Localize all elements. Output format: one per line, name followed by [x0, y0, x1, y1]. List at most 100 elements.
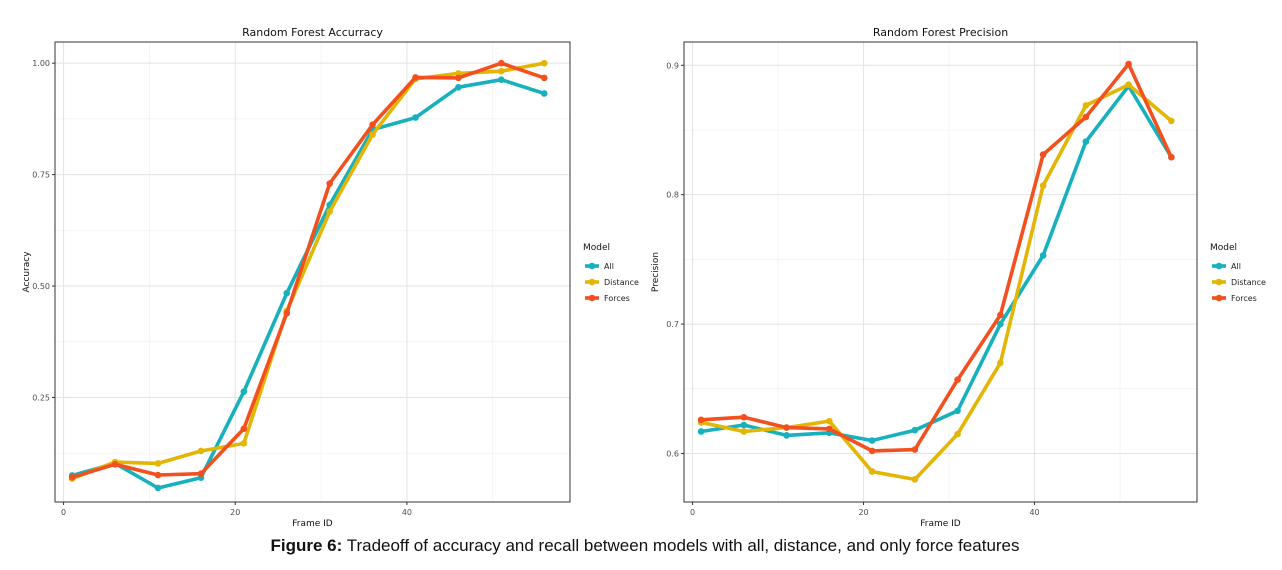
- data-point-forces: [1082, 113, 1090, 121]
- data-point-forces: [911, 446, 919, 453]
- data-point-distance: [1125, 81, 1132, 89]
- panel-border: [683, 41, 1198, 503]
- data-point-forces: [283, 309, 291, 317]
- data-point-all: [540, 90, 548, 97]
- data-point-distance: [326, 208, 333, 215]
- data-point-forces: [1039, 151, 1047, 158]
- data-point-all: [154, 484, 162, 492]
- y-axis-label: Precision: [651, 252, 661, 292]
- series-line-forces: [70, 61, 547, 480]
- data-point-all: [283, 289, 291, 297]
- data-point-distance: [1082, 102, 1090, 109]
- data-point-forces: [326, 180, 333, 187]
- y-tick-label: 0.25: [32, 393, 50, 402]
- data-point-all: [997, 320, 1004, 328]
- legend-point-distance: [588, 278, 596, 286]
- x-axis-label: Frame ID: [292, 519, 333, 529]
- series-line-distance: [699, 82, 1174, 482]
- data-point-forces: [154, 471, 162, 479]
- major-grid: [55, 42, 570, 502]
- legend-label-distance: Distance: [604, 278, 639, 287]
- data-point-distance: [197, 447, 205, 455]
- minor-grid: [55, 42, 570, 502]
- legend-title: Model: [583, 243, 610, 253]
- data-point-forces: [498, 59, 505, 67]
- data-point-forces: [68, 473, 76, 481]
- data-point-all: [740, 421, 748, 429]
- data-point-all: [911, 426, 919, 434]
- legend-point-all: [1215, 262, 1223, 270]
- data-point-forces: [868, 447, 876, 455]
- legend-label-forces: Forces: [1231, 294, 1257, 303]
- data-point-forces: [412, 74, 419, 81]
- series-line-all: [70, 77, 547, 490]
- y-tick-label: 0.9: [666, 61, 679, 70]
- data-point-distance: [826, 417, 833, 425]
- data-point-forces: [826, 425, 833, 433]
- y-tick-label: 1.00: [32, 59, 50, 68]
- data-point-all: [240, 388, 248, 395]
- data-point-all: [1039, 252, 1047, 259]
- legend-point-distance: [1215, 278, 1223, 286]
- legend: Model All Distance Forces: [1210, 243, 1266, 303]
- y-tick-label: 0.50: [32, 282, 50, 291]
- data-point-forces: [783, 424, 790, 431]
- series-line-distance: [70, 61, 547, 481]
- precision-chart: 0 20 40 0.6 0.7 0.8 0.9 Random Forest Precision…: [651, 26, 1266, 529]
- data-point-distance: [1039, 182, 1047, 189]
- data-point-forces: [997, 311, 1004, 319]
- data-point-all: [868, 437, 876, 444]
- x-tick-label: 20: [858, 508, 868, 517]
- data-point-all: [498, 76, 505, 83]
- legend-label-all: All: [1231, 262, 1241, 271]
- data-point-forces: [369, 121, 376, 128]
- caption-text: Tradeoff of accuracy and recall between …: [346, 536, 1020, 555]
- data-point-forces: [111, 461, 119, 468]
- chart-title: Random Forest Precision: [873, 26, 1008, 39]
- data-point-forces: [540, 74, 548, 82]
- data-point-forces: [240, 425, 248, 432]
- caption-label: Figure 6:: [270, 536, 343, 555]
- legend-point-all: [588, 262, 596, 270]
- data-point-distance: [154, 460, 162, 467]
- legend-label-forces: Forces: [604, 294, 630, 303]
- data-point-forces: [954, 376, 961, 384]
- y-axis-label: Accuracy: [22, 251, 32, 293]
- panel-border: [54, 41, 571, 503]
- accuracy-chart: 0 20 40 0.25 0.50 0.75 1.00 Random Forest Accur…: [22, 26, 639, 529]
- legend: Model All Distance Forces: [583, 243, 639, 303]
- x-tick-label: 0: [61, 508, 66, 517]
- legend-point-forces: [588, 294, 596, 302]
- data-point-distance: [868, 468, 876, 475]
- x-tick-label: 40: [402, 508, 412, 517]
- data-point-all: [697, 428, 705, 435]
- chart-title: Random Forest Accurracy: [242, 26, 383, 39]
- data-point-distance: [498, 67, 505, 75]
- data-point-forces: [697, 416, 705, 424]
- data-point-distance: [954, 430, 961, 438]
- data-point-distance: [911, 476, 919, 483]
- legend-label-all: All: [604, 262, 614, 271]
- data-point-distance: [369, 131, 376, 138]
- data-point-forces: [740, 413, 748, 421]
- series-line-forces: [699, 62, 1174, 453]
- y-tick-label: 0.8: [666, 191, 679, 200]
- x-tick-label: 0: [690, 508, 695, 517]
- minor-grid: [684, 42, 1197, 502]
- data-point-distance: [997, 359, 1004, 367]
- data-point-all: [455, 83, 462, 91]
- data-point-forces: [1125, 60, 1132, 68]
- x-tick-label: 40: [1029, 508, 1039, 517]
- x-axis-label: Frame ID: [920, 519, 961, 529]
- data-point-forces: [1168, 153, 1175, 161]
- data-point-distance: [540, 59, 548, 67]
- y-tick-label: 0.6: [666, 449, 679, 458]
- y-tick-label: 0.75: [32, 171, 50, 180]
- x-tick-label: 20: [230, 508, 240, 517]
- data-point-all: [783, 432, 790, 439]
- figure-caption: Figure 6: Tradeoff of accuracy and recal…: [0, 536, 1282, 556]
- data-point-distance: [1168, 117, 1175, 125]
- data-point-all: [412, 114, 419, 121]
- series-line-all: [699, 84, 1174, 443]
- legend-point-forces: [1215, 294, 1223, 302]
